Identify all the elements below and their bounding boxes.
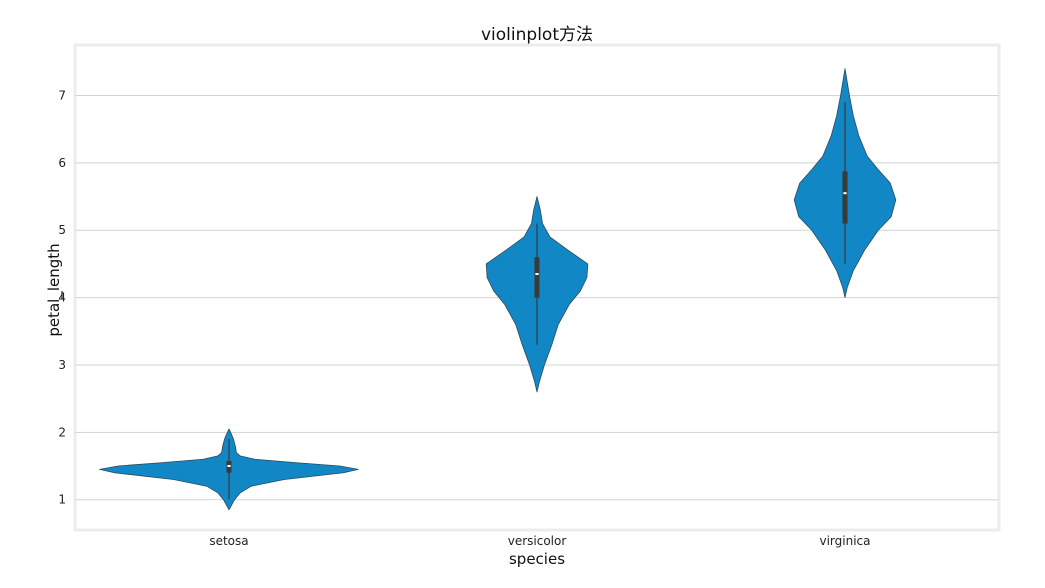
y-tick-label: 6 <box>58 156 66 170</box>
y-tick-label: 3 <box>58 358 66 372</box>
x-tick-label-virginica: virginica <box>820 534 871 548</box>
y-axis-label: petal_length <box>45 243 64 336</box>
violin-iqr-box-versicolor <box>534 257 540 298</box>
violin-virginica <box>793 68 897 298</box>
violin-versicolor <box>485 196 589 393</box>
y-tick-label: 5 <box>58 223 66 237</box>
x-tick-label-versicolor: versicolor <box>508 534 567 548</box>
violins <box>99 68 897 511</box>
violin-setosa <box>99 428 359 511</box>
y-tick-labels: 1 2 3 4 5 6 7 <box>58 89 66 507</box>
y-tick-label: 2 <box>58 425 66 439</box>
chart-title: violinplot方法 <box>481 25 593 45</box>
y-tick-label: 1 <box>58 493 66 507</box>
x-axis-label: species <box>509 550 565 568</box>
violin-iqr-box-virginica <box>842 171 848 224</box>
y-tick-label: 7 <box>58 89 66 103</box>
y-tick-label: 4 <box>58 291 66 305</box>
x-tick-label-setosa: setosa <box>209 534 248 548</box>
x-tick-labels: setosa versicolor virginica <box>209 534 870 548</box>
